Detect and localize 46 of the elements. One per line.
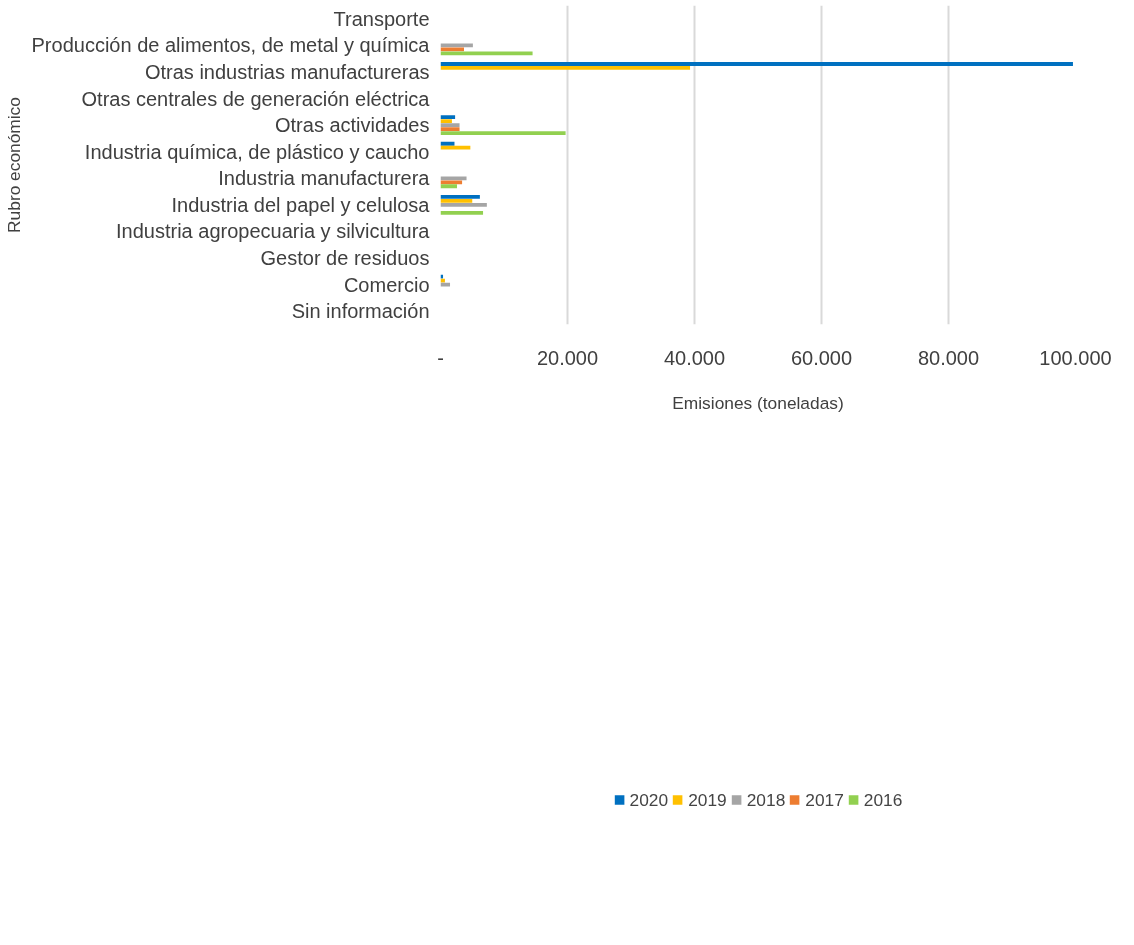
x-axis-title: Emisiones (toneladas) [672,392,844,413]
bar [440,195,480,199]
y-tick-label: Producción de alimentos, de metal y química [31,34,431,57]
bar [440,198,473,203]
bar [440,127,460,132]
x-tick-label: 20.000 [536,346,599,369]
bar [440,210,484,215]
bar [440,66,691,70]
bar [440,180,463,185]
bar [440,62,1073,66]
bar [440,278,445,283]
x-tick-label: 80.000 [917,346,980,369]
bar [440,184,458,189]
legend-label: 2018 [746,789,786,811]
y-tick-label: Otras centrales de generación eléctrica [81,87,431,110]
y-tick-label: Industria agropecuaria y silvicultura [116,220,431,243]
bar [440,131,566,135]
y-tick-label: Otras actividades [274,114,430,137]
legend-label: 2019 [688,789,727,811]
bar [440,43,473,48]
bar [440,145,471,150]
x-tick-label: 40.000 [663,346,726,369]
y-tick-label: Industria del papel y celulosa [171,193,431,216]
bar [440,202,487,207]
x-tick-label: 60.000 [790,346,853,369]
y-tick-label: Industria química, de plástico y caucho [84,140,430,163]
bar [440,47,464,52]
y-tick-label: Sin información [291,300,430,323]
x-tick-label: - [437,346,444,369]
y-axis-title: Rubro económico [3,97,24,233]
y-tick-label: Gestor de residuos [260,247,430,270]
bar [440,141,455,146]
y-tick-label: Transporte [333,7,430,30]
y-tick-label: Industria manufacturera [218,167,431,190]
y-tick-label: Otras industrias manufactureras [144,60,430,83]
legend-label: 2017 [805,789,844,811]
bar [440,123,460,128]
bar [440,176,467,181]
x-tick-label: 100.000 [1039,346,1112,369]
bar [440,282,451,287]
bar [440,51,533,56]
bar [440,119,452,124]
bar [440,115,456,120]
y-tick-label: Comercio [343,273,430,296]
legend-label: 2016 [863,789,903,811]
legend-label: 2020 [629,789,669,811]
